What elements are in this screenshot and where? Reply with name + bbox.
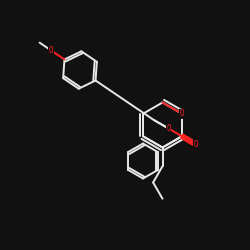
Text: O: O	[180, 109, 184, 118]
Text: O: O	[49, 46, 53, 55]
Text: O: O	[166, 124, 171, 133]
Text: O: O	[194, 140, 198, 149]
